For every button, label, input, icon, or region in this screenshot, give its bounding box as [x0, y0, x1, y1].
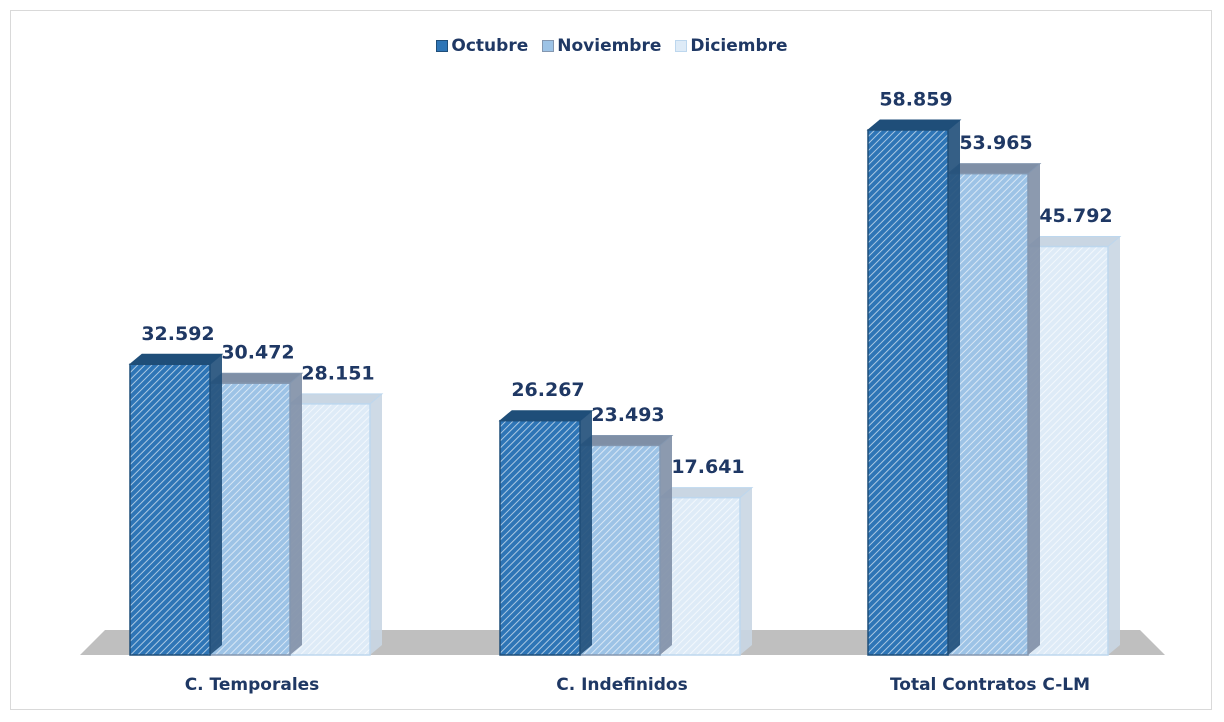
bar — [867, 129, 949, 656]
bar-side — [948, 120, 960, 655]
bar-side — [290, 373, 302, 655]
bar-top — [288, 393, 384, 405]
legend-label: Noviembre — [557, 36, 662, 56]
bar-top — [1026, 236, 1122, 248]
bar-top — [578, 434, 674, 446]
bar-top — [866, 119, 962, 131]
legend-swatch — [675, 40, 688, 52]
data-label: 58.859 — [879, 89, 952, 111]
data-label: 53.965 — [959, 132, 1032, 154]
x-tick-label: Total Contratos C-LM — [890, 675, 1090, 695]
chart-frame — [10, 10, 1212, 710]
bar — [579, 444, 661, 656]
bar-side — [580, 410, 592, 655]
data-label: 30.472 — [221, 342, 294, 364]
data-label: 26.267 — [511, 379, 584, 401]
bar-side — [1028, 163, 1040, 655]
data-label: 23.493 — [591, 404, 664, 426]
x-tick-label: C. Temporales — [185, 675, 320, 695]
legend-item: Noviembre — [542, 36, 661, 56]
data-label: 32.592 — [141, 323, 214, 345]
bar-top — [128, 353, 224, 365]
bar-side — [740, 487, 752, 655]
data-label: 17.641 — [671, 456, 744, 478]
data-label: 28.151 — [301, 362, 374, 384]
x-tick-label: C. Indefinidos — [556, 675, 687, 695]
bar-side — [660, 435, 672, 655]
legend-item: Octubre — [436, 36, 528, 56]
bar — [289, 403, 371, 656]
bar — [129, 363, 211, 656]
bar-top — [208, 372, 304, 384]
bar-top — [946, 163, 1042, 175]
legend-label: Diciembre — [690, 36, 788, 56]
legend-swatch — [542, 40, 555, 52]
bar-side — [1108, 236, 1120, 656]
bar-side — [210, 354, 222, 655]
bar-side — [370, 393, 382, 655]
legend: Octubre Noviembre Diciembre — [0, 36, 1224, 56]
bar — [209, 382, 291, 656]
bar — [499, 419, 581, 656]
legend-item: Diciembre — [675, 36, 788, 56]
bar-top — [658, 487, 754, 499]
data-label: 45.792 — [1039, 205, 1112, 227]
bar-top — [498, 410, 594, 422]
legend-label: Octubre — [451, 36, 529, 56]
bar — [659, 496, 741, 656]
legend-swatch — [436, 40, 449, 52]
